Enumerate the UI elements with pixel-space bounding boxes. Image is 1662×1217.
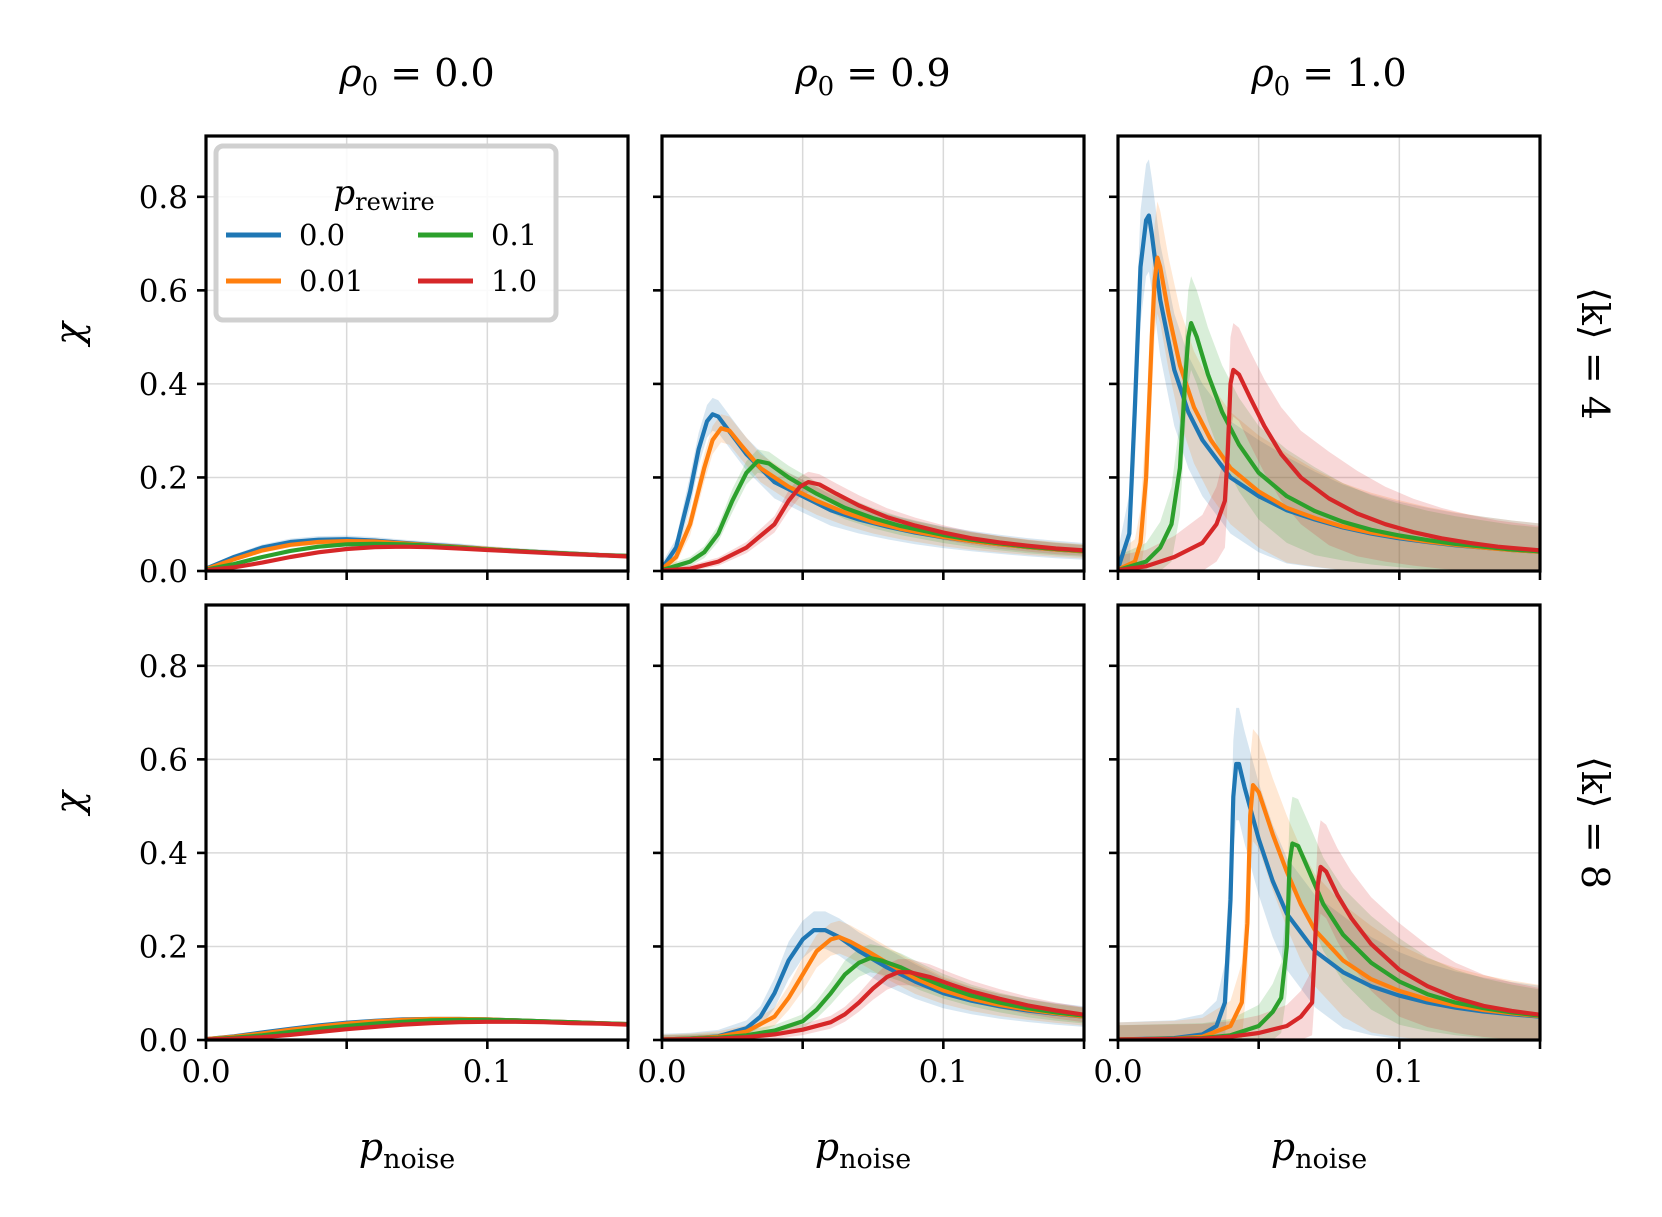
series-line-0.1 bbox=[662, 956, 1084, 1040]
series-line-1.0 bbox=[662, 970, 1084, 1040]
panel-r1-c2: 0.0 0.1 bbox=[1093, 603, 1542, 1090]
x-tick-label: 0.0 bbox=[181, 1054, 230, 1090]
series-line-1.0 bbox=[662, 480, 1084, 571]
labels-layer: ρ0 = 0.0 ρ0 = 0.9 ρ0 = 1.0 ⟨k⟩ = 4 ⟨k⟩ = 8 χ χ… bbox=[47, 51, 1617, 1175]
series-line-0.0 bbox=[1118, 761, 1540, 1040]
plot-area bbox=[1118, 159, 1540, 571]
axes-frame bbox=[660, 603, 1086, 1042]
x-tick-label: 0.1 bbox=[463, 1054, 512, 1090]
axes-frame bbox=[204, 134, 630, 573]
band-0.0 bbox=[662, 397, 1084, 571]
legend-entry-label: 0.0 bbox=[299, 218, 345, 252]
legend-entry-label: 1.0 bbox=[491, 264, 537, 298]
axes-frame bbox=[1116, 134, 1542, 573]
band-0.1 bbox=[1118, 276, 1540, 571]
legend-title: prewire bbox=[333, 173, 434, 216]
band-0.01 bbox=[662, 414, 1084, 571]
legend-frame bbox=[213, 143, 559, 323]
series-line-0.01 bbox=[662, 935, 1084, 1040]
plot-area bbox=[1118, 707, 1540, 1040]
band-1.0 bbox=[1118, 820, 1540, 1040]
x-tick-label: 0.0 bbox=[637, 1054, 686, 1090]
plot-area bbox=[206, 535, 628, 571]
band-1.0 bbox=[662, 959, 1084, 1040]
y-axis-label: χ bbox=[47, 789, 91, 817]
y-tick-label: 0.6 bbox=[139, 742, 188, 778]
band-0.01 bbox=[1118, 201, 1540, 571]
plot-area bbox=[662, 397, 1084, 571]
panel-r1-c0: 0.0 0.1 0.0 0.2 0.4 0.6 0.8 bbox=[139, 603, 630, 1090]
x-tick-label: 0.1 bbox=[919, 1054, 968, 1090]
column-title: ρ0 = 0.0 bbox=[338, 51, 494, 102]
band-0.0 bbox=[662, 911, 1084, 1040]
band-0.01 bbox=[662, 920, 1084, 1040]
y-tick-label: 0.6 bbox=[139, 273, 188, 309]
row-title: ⟨k⟩ = 8 bbox=[1573, 756, 1617, 889]
series-line-0.1 bbox=[1118, 841, 1540, 1040]
panel-r1-c1: 0.0 0.1 bbox=[637, 603, 1086, 1090]
y-tick-label: 0.8 bbox=[139, 649, 188, 685]
series-line-1.0 bbox=[1118, 367, 1540, 571]
x-axis-label: pnoise bbox=[815, 1125, 911, 1175]
panel-r0-c2 bbox=[1109, 134, 1542, 580]
y-tick-label: 0.8 bbox=[139, 180, 188, 216]
x-tick-label: 0.1 bbox=[1375, 1054, 1424, 1090]
plot-area bbox=[662, 911, 1084, 1040]
column-title: ρ0 = 0.9 bbox=[794, 51, 950, 102]
x-axis-label: pnoise bbox=[359, 1125, 455, 1175]
legend-entry-label: 0.01 bbox=[299, 264, 364, 298]
series-line-1.0 bbox=[206, 1019, 628, 1040]
legend-entry-label: 0.1 bbox=[491, 218, 537, 252]
y-axis-label: χ bbox=[47, 320, 91, 348]
series-line-1.0 bbox=[206, 544, 628, 571]
axes-frame bbox=[660, 134, 1086, 573]
band-0.1 bbox=[662, 944, 1084, 1040]
plot-area bbox=[206, 1016, 628, 1040]
panel-r0-c1 bbox=[653, 134, 1086, 580]
series-line-0.1 bbox=[1118, 321, 1540, 571]
y-tick-label: 0.0 bbox=[139, 1023, 188, 1059]
y-tick-label: 0.0 bbox=[139, 554, 188, 590]
series-line-1.0 bbox=[1118, 864, 1540, 1040]
y-tick-label: 0.2 bbox=[139, 460, 188, 496]
x-axis-label: pnoise bbox=[1271, 1125, 1367, 1175]
column-title: ρ0 = 1.0 bbox=[1250, 51, 1406, 102]
band-0.01 bbox=[1118, 729, 1540, 1040]
y-tick-label: 0.4 bbox=[139, 836, 188, 872]
axes-frame bbox=[204, 603, 630, 1042]
x-tick-label: 0.0 bbox=[1093, 1054, 1142, 1090]
panels-layer: 0.00.20.40.60.80.0 0.10.00.20.40.60.80.0 0… bbox=[139, 134, 1542, 1090]
series-line-0.01 bbox=[1118, 783, 1540, 1040]
y-tick-label: 0.2 bbox=[139, 929, 188, 965]
axes-frame bbox=[1116, 603, 1542, 1042]
row-title: ⟨k⟩ = 4 bbox=[1573, 287, 1617, 420]
band-0.1 bbox=[1118, 796, 1540, 1040]
y-tick-label: 0.4 bbox=[139, 367, 188, 403]
